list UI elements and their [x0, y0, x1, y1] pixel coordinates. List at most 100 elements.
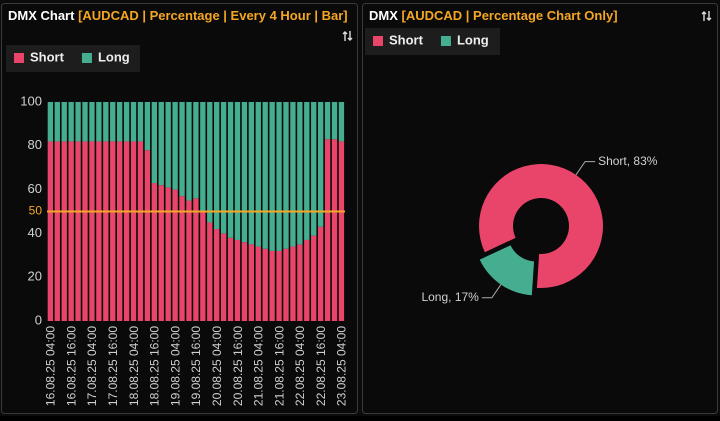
- x-tick-label: 19.08.25 04:00: [168, 326, 182, 406]
- legend-label: Short: [30, 49, 65, 64]
- bar-segment: [297, 102, 303, 245]
- bar-segment: [103, 102, 109, 142]
- bar-segment: [172, 189, 178, 321]
- bar-segment: [311, 235, 317, 321]
- bar-segment: [151, 102, 157, 184]
- bar-segment: [103, 141, 109, 321]
- bar-segment: [82, 102, 88, 142]
- bar-segment: [89, 102, 95, 142]
- bar-segment: [214, 229, 220, 321]
- bar-segment: [47, 102, 54, 142]
- legend-swatch: [81, 53, 92, 63]
- bar-segment: [186, 102, 192, 201]
- bar-segment: [144, 102, 151, 151]
- x-tick-label: 21.08.25 16:00: [272, 326, 286, 406]
- bar-segment: [234, 102, 241, 240]
- bar-segment: [165, 187, 171, 321]
- bar-segment: [117, 102, 123, 142]
- bar-segment: [179, 196, 185, 321]
- y-tick-label: 0: [35, 312, 42, 327]
- sort-icon[interactable]: [342, 31, 353, 41]
- y-tick-label: 40: [28, 225, 42, 240]
- bar-segment: [96, 102, 102, 142]
- y-tick-label: 100: [20, 93, 42, 108]
- sort-icon[interactable]: [701, 11, 712, 21]
- legend-swatch: [14, 53, 24, 63]
- bar-segment: [214, 102, 220, 230]
- donut-slice: [479, 245, 535, 296]
- bar-segment: [331, 102, 338, 140]
- bar-segment: [61, 141, 67, 321]
- legend-label: Long: [457, 32, 489, 47]
- bar-segment: [304, 102, 310, 240]
- bar-segment: [241, 102, 248, 243]
- bar-segment: [207, 102, 213, 223]
- bar-segment: [317, 102, 324, 227]
- bar-segment: [75, 141, 81, 321]
- bar-segment: [290, 102, 296, 247]
- x-tick-label: 22.08.25 04:00: [293, 326, 307, 406]
- bar-segment: [137, 141, 144, 321]
- legend-label: Short: [389, 32, 424, 47]
- bar-segment: [255, 102, 261, 247]
- bar-segment: [68, 102, 74, 142]
- reference-label: 50: [29, 204, 43, 218]
- bar-segment: [324, 139, 331, 321]
- legend-box: [365, 28, 500, 55]
- y-tick-label: 60: [28, 181, 42, 196]
- title: DMX: [369, 8, 398, 23]
- bar-segment: [283, 248, 289, 321]
- bar-segment: [61, 102, 67, 142]
- bar-segment: [54, 102, 60, 142]
- bar-segment: [317, 226, 324, 321]
- subtitle: [AUDCAD | Percentage | Every 4 Hour | Ba…: [78, 8, 348, 23]
- bar-segment: [241, 242, 248, 321]
- x-tick-label: 20.08.25 16:00: [231, 326, 245, 406]
- bar-segment: [123, 102, 130, 142]
- bar-segment: [227, 102, 234, 238]
- x-tick-label: 23.08.25 04:00: [335, 326, 349, 406]
- bar-segment: [130, 102, 137, 142]
- bar-segment: [200, 211, 206, 321]
- bar-segment: [172, 102, 178, 190]
- bar-segment: [193, 102, 199, 199]
- data-label: Short, 83%: [598, 154, 658, 168]
- x-tick-label: 16.08.25 16:00: [64, 326, 78, 406]
- bar-segment: [165, 102, 171, 188]
- bar-segment: [47, 141, 54, 321]
- bar-segment: [338, 102, 345, 142]
- bar-segment: [68, 141, 74, 321]
- bar-segment: [262, 102, 268, 249]
- bar-segment: [269, 250, 275, 321]
- bar-segment: [158, 102, 164, 186]
- x-tick-label: 21.08.25 04:00: [252, 326, 266, 406]
- bar-segment: [338, 141, 345, 321]
- x-tick-label: 18.08.25 04:00: [127, 326, 141, 406]
- x-tick-label: 18.08.25 16:00: [148, 326, 162, 406]
- legend-swatch: [373, 36, 383, 46]
- bar-segment: [234, 239, 241, 321]
- bar-segment: [248, 244, 255, 321]
- donut-slice: [479, 163, 604, 288]
- x-tick-label: 17.08.25 04:00: [85, 326, 99, 406]
- bar-segment: [130, 141, 137, 321]
- bar-segment: [96, 141, 102, 321]
- bar-segment: [186, 200, 192, 321]
- bar-segment: [331, 139, 338, 321]
- bar-segment: [262, 248, 268, 321]
- x-tick-label: 17.08.25 16:00: [106, 326, 120, 406]
- bar-segment: [276, 102, 282, 251]
- bar-segment: [200, 102, 206, 212]
- bar-segment: [151, 183, 157, 321]
- bar-segment: [276, 250, 282, 321]
- bar-segment: [82, 141, 88, 321]
- bar-segment: [255, 246, 261, 321]
- x-tick-label: 16.08.25 04:00: [44, 326, 58, 406]
- x-tick-label: 20.08.25 04:00: [210, 326, 224, 406]
- bar-segment: [283, 102, 289, 249]
- leader-line: [575, 161, 596, 176]
- bar-segment: [75, 102, 81, 142]
- title: DMX Chart: [8, 8, 75, 23]
- bar-segment: [137, 102, 144, 142]
